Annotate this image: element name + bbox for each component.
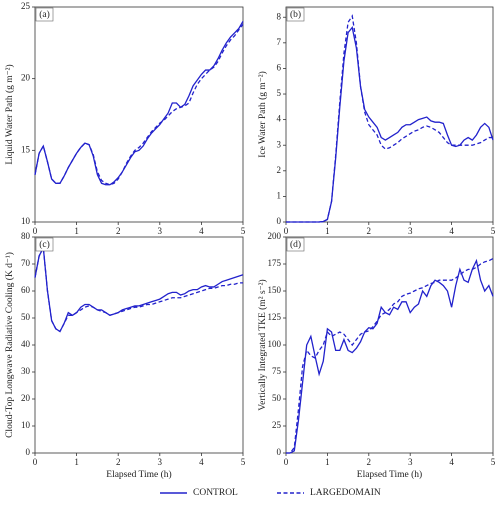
x-tick-label: 3 <box>158 226 163 236</box>
x-tick-label: 0 <box>33 457 38 467</box>
x-tick-label: 5 <box>241 226 246 236</box>
y-tick-label: 3 <box>277 139 282 149</box>
axes-frame <box>285 6 494 223</box>
axes-frame <box>34 6 244 223</box>
x-tick-label: 3 <box>158 457 163 467</box>
y-tick-label: 175 <box>268 258 282 268</box>
y-tick-label: 15 <box>21 144 31 154</box>
x-tick-label: 1 <box>325 226 330 236</box>
y-tick-label: 10 <box>21 216 31 226</box>
x-tick-label: 5 <box>241 457 246 467</box>
y-tick-label: 50 <box>21 312 31 322</box>
data-line <box>286 258 494 454</box>
x-tick-label: 0 <box>33 226 38 236</box>
y-tick-label: 25 <box>272 420 282 430</box>
x-tick-label: 1 <box>74 457 79 467</box>
y-tick-label: 200 <box>268 231 282 241</box>
x-tick-label: 4 <box>199 457 204 467</box>
panel-label-box <box>35 237 54 252</box>
panel-label-box <box>286 7 305 22</box>
x-axis-label: Elapsed Time (h) <box>106 469 171 480</box>
y-tick-label: 10 <box>21 420 31 430</box>
y-tick-label: 70 <box>21 258 31 268</box>
y-tick-label: 0 <box>277 447 282 457</box>
y-axis-label: Ice Water Path (g m⁻²) <box>257 71 268 158</box>
y-tick-label: 5 <box>277 88 282 98</box>
legend-label: CONTROL <box>193 488 238 498</box>
data-line <box>286 258 494 454</box>
data-line <box>34 23 244 186</box>
y-axis-label: Liquid Water Path (g m⁻²) <box>4 64 15 164</box>
panel-label: (a) <box>39 9 50 20</box>
x-tick-label: 1 <box>74 226 79 236</box>
panel-label-box <box>286 237 305 252</box>
panel-label: (b) <box>290 9 301 20</box>
data-line <box>286 25 494 223</box>
y-tick-label: 0 <box>26 447 31 457</box>
x-tick-label: 4 <box>449 226 454 236</box>
y-tick-label: 75 <box>272 366 282 376</box>
axes-frame <box>285 236 494 454</box>
y-tick-label: 80 <box>21 231 31 241</box>
x-tick-label: 1 <box>325 457 330 467</box>
y-tick-label: 20 <box>21 73 31 83</box>
y-tick-label: 8 <box>277 11 282 21</box>
panel-label: (d) <box>290 239 301 250</box>
y-tick-label: 150 <box>268 285 282 295</box>
data-line <box>34 21 244 186</box>
x-tick-label: 4 <box>449 457 454 467</box>
x-tick-label: 2 <box>116 457 121 467</box>
y-tick-label: 0 <box>277 216 282 226</box>
y-tick-label: 25 <box>21 1 31 11</box>
x-tick-label: 5 <box>491 226 496 236</box>
x-tick-label: 3 <box>408 457 413 467</box>
y-tick-label: 50 <box>272 393 282 403</box>
data-line <box>286 14 493 223</box>
y-tick-label: 4 <box>277 114 282 124</box>
x-tick-label: 2 <box>367 457 372 467</box>
y-tick-label: 1 <box>277 190 282 200</box>
x-tick-label: 5 <box>491 457 496 467</box>
legend-label: LARGEDOMAIN <box>310 488 381 498</box>
axes-frame <box>34 236 244 454</box>
x-tick-label: 3 <box>408 226 413 236</box>
x-tick-label: 2 <box>116 226 121 236</box>
x-tick-label: 2 <box>367 226 372 236</box>
y-tick-label: 2 <box>277 165 282 175</box>
y-tick-label: 6 <box>277 62 282 72</box>
y-tick-label: 125 <box>268 312 282 322</box>
x-tick-label: 0 <box>284 226 289 236</box>
y-tick-label: 100 <box>268 339 282 349</box>
y-tick-label: 30 <box>21 366 31 376</box>
y-tick-label: 60 <box>21 285 31 295</box>
y-axis-label: Vertically Integrated TKE (m² s⁻²) <box>257 279 268 410</box>
x-tick-label: 4 <box>199 226 204 236</box>
panel-label-box <box>35 7 54 22</box>
y-axis-label: Cloud-Top Longwave Radiative Cooling (K … <box>4 252 15 438</box>
y-tick-label: 20 <box>21 393 31 403</box>
data-line <box>34 245 244 333</box>
panel-label: (c) <box>39 239 50 250</box>
x-tick-label: 0 <box>284 457 289 467</box>
y-tick-label: 7 <box>277 37 282 47</box>
data-line <box>34 245 243 333</box>
y-tick-label: 40 <box>21 339 31 349</box>
x-axis-label: Elapsed Time (h) <box>357 469 422 480</box>
